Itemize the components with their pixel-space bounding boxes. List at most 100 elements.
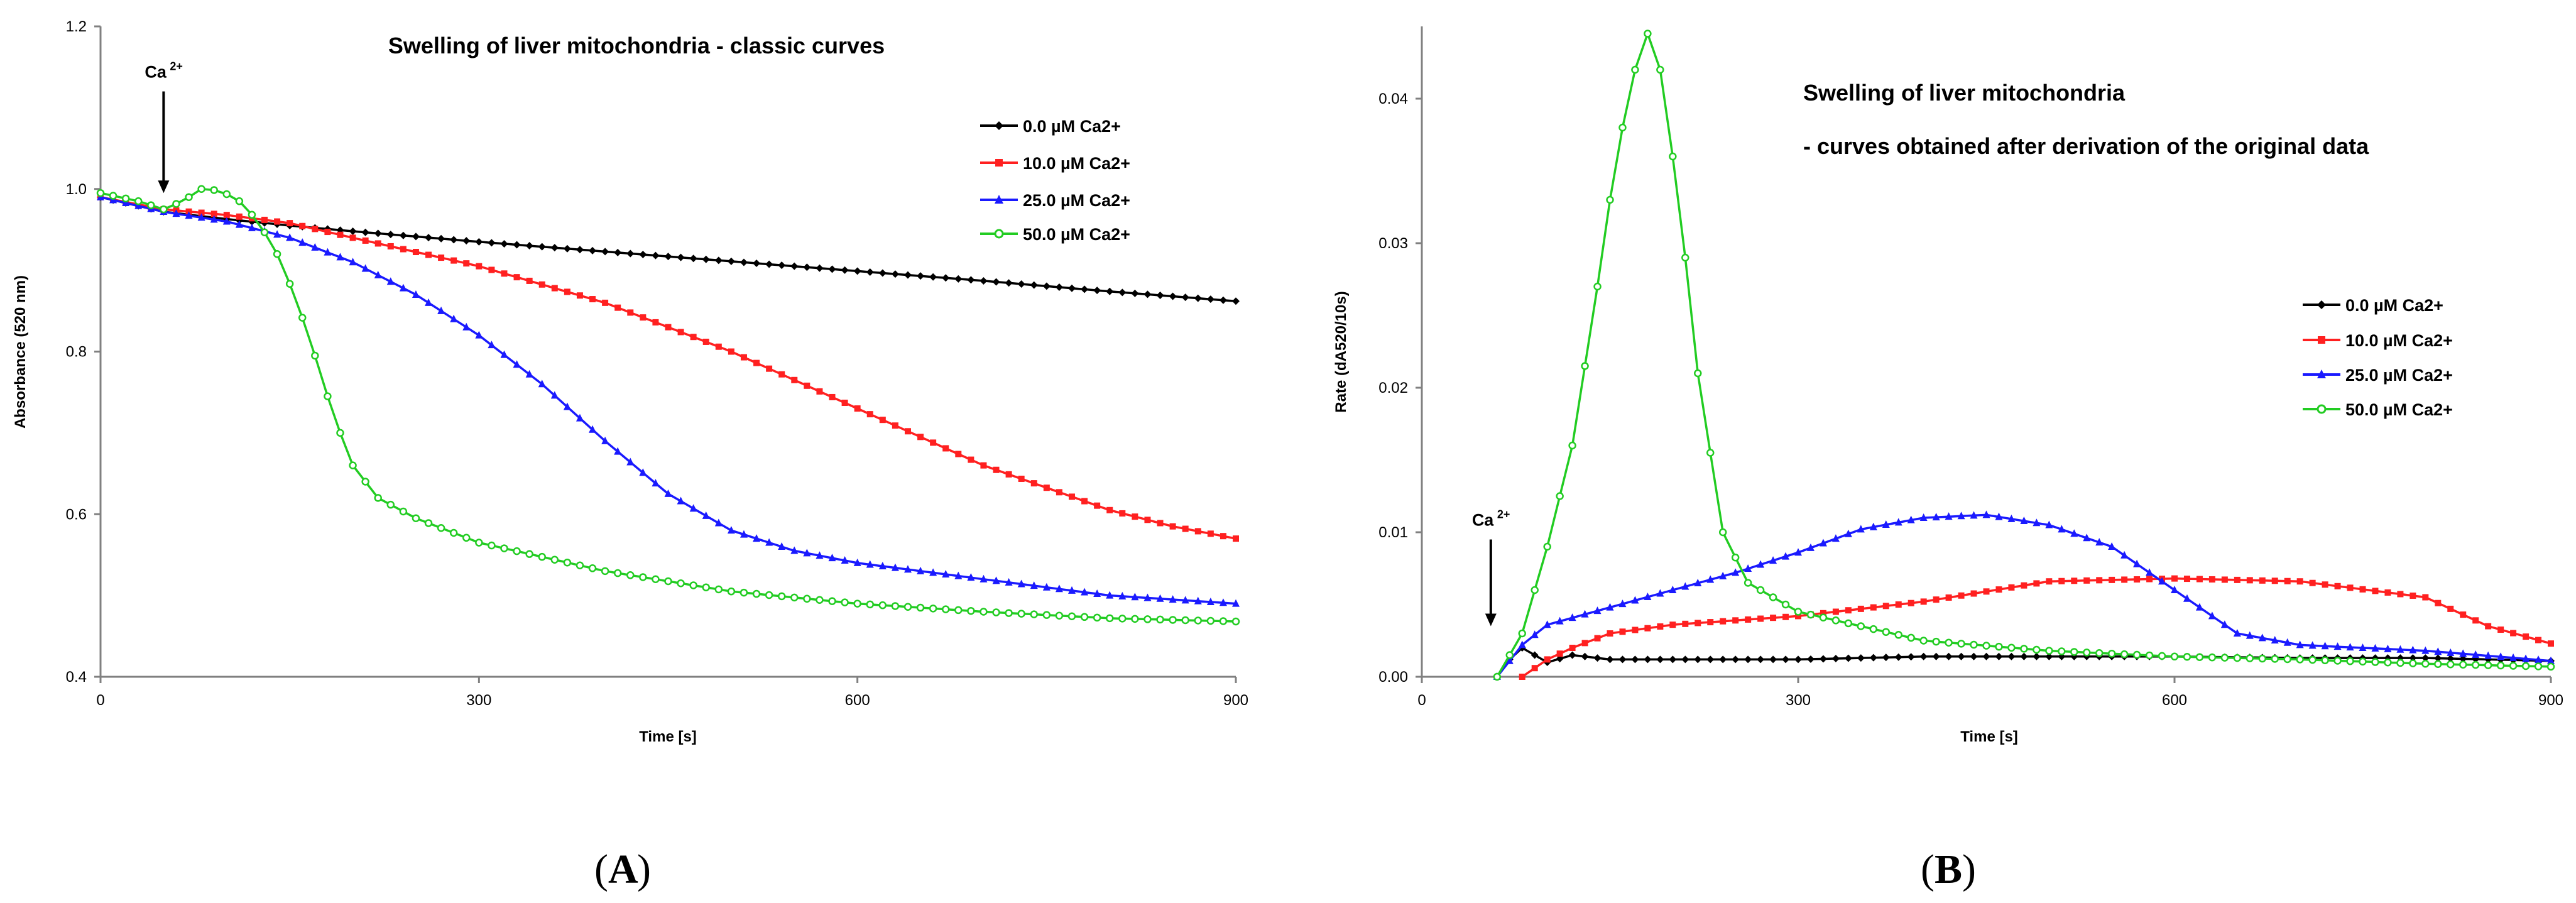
- chart-b-series-3-point: [2195, 653, 2204, 661]
- chart-a-series-3-point: [866, 600, 874, 609]
- chart-b-series-1-point: [2096, 577, 2103, 584]
- chart-a-series-1-point: [1182, 525, 1189, 532]
- chart-b-y-tick-label: 0.01: [1378, 524, 1408, 541]
- chart-a-series-0-point: [954, 275, 963, 283]
- chart-b-series-1-point: [2196, 576, 2203, 583]
- chart-a-series-2-point: [1206, 597, 1214, 605]
- chart-b-series-1-point: [1531, 665, 1538, 672]
- chart-a-series-3-point: [273, 250, 281, 258]
- chart-a-series-3-point: [601, 567, 609, 576]
- chart-a-series-1-point: [614, 304, 621, 311]
- chart-a-series-1-point: [968, 456, 974, 463]
- chart-b-series-3-point: [2521, 662, 2530, 670]
- chart-a-series-2-point: [324, 248, 332, 256]
- chart-a-series-0-point: [1067, 284, 1076, 292]
- chart-a-series-1-point: [438, 254, 445, 261]
- chart-b-series-2-point: [1957, 512, 1965, 520]
- chart-b-series-2-point: [1757, 560, 1765, 568]
- chart-a-series-2-point: [374, 270, 382, 278]
- chart-a-series-2-point: [1194, 596, 1202, 605]
- chart-b-series-3-point: [2371, 658, 2379, 666]
- chart-b-series-2-point: [1970, 511, 1978, 519]
- chart-b-series-2-point: [1894, 518, 1902, 526]
- chart-b-legend: 0.0 µM Ca2+ 10.0 µM Ca2+ 25.0 µM Ca2+ 50…: [2303, 296, 2453, 419]
- chart-b-series-1-point: [2384, 589, 2391, 596]
- chart-a-series-0-point: [1055, 283, 1063, 292]
- chart-a-series-0-point: [639, 251, 647, 259]
- chart-b-series-3-point: [1869, 625, 1878, 633]
- chart-b-series-2-point: [2220, 620, 2229, 628]
- chart-b-series-1-point: [2221, 576, 2228, 583]
- chart-a-series-2-point: [639, 468, 647, 476]
- chart-a-legend-item-1: 10.0 µM Ca2+: [980, 154, 1130, 173]
- chart-a-series-3-point: [349, 461, 357, 469]
- chart-a-series-3-point: [109, 192, 117, 200]
- chart-b-x-tick-label: 0: [1417, 692, 1426, 709]
- chart-b-series-0-point: [2020, 652, 2028, 660]
- chart-a-series-0-point: [475, 238, 483, 246]
- chart-a-series-3-point: [727, 587, 736, 596]
- chart-b-series-2-point: [1593, 606, 1602, 615]
- chart-a-series-0-point: [841, 266, 849, 274]
- chart-a-x-tick-label: 300: [466, 692, 491, 709]
- chart-a-series-2-point: [576, 413, 584, 422]
- chart-b-series-2-point: [2359, 643, 2367, 651]
- chart-a-x-tick-label: 0: [96, 692, 104, 709]
- chart-b-series-2-point: [2522, 654, 2530, 662]
- chart-b-series-3-point: [2082, 649, 2091, 657]
- chart-b-series-1-point: [2033, 580, 2040, 587]
- chart-b-series-1-point: [2021, 582, 2028, 589]
- chart-a-series-2-point: [248, 223, 256, 231]
- chart-a-series-2-point: [714, 518, 723, 527]
- chart-b-series-3-point: [2095, 649, 2104, 657]
- chart-b-series-2-point: [1669, 586, 1677, 593]
- chart-b-series-1-point: [2271, 577, 2278, 584]
- chart-a-series-1-point: [274, 218, 281, 225]
- chart-a-series-0-point: [1219, 296, 1227, 304]
- chart-a-series-3-point: [1093, 613, 1101, 622]
- chart-a-series-2-point: [866, 560, 874, 568]
- chart-b-series-3-point: [1606, 195, 1614, 204]
- chart-a-series-2-point: [412, 290, 420, 298]
- chart-b-series-1-point: [1569, 645, 1576, 651]
- chart-b-series-3-point: [2534, 662, 2543, 670]
- chart-a-series-1-point: [1220, 533, 1226, 540]
- chart-a-series-0-point: [425, 234, 433, 242]
- chart-a-series-3-point: [576, 561, 584, 570]
- chart-a-series-1-point: [287, 220, 293, 227]
- chart-b-series-1-point: [1770, 615, 1777, 621]
- chart-a-series-3-point: [235, 197, 244, 205]
- chart-a-series-2-point: [538, 380, 546, 388]
- chart-a-series-0-point: [917, 272, 925, 280]
- chart-a-ticks: 0 300 600 900 0.4 0.6 0.8 1.0 1.2: [66, 18, 1248, 709]
- chart-a-series-3-point: [878, 601, 887, 610]
- chart-a-series-0-point: [853, 267, 861, 275]
- chart-b-legend-marker-0: [2317, 300, 2326, 309]
- chart-a-series-3-point: [1231, 617, 1240, 626]
- chart-b-series-3-point: [1518, 629, 1526, 638]
- chart-b-series-1-point: [2472, 617, 2479, 624]
- chart-b-series-3-point: [2333, 657, 2342, 665]
- chart-a-series-2-point: [664, 489, 672, 497]
- chart-b-series-2-point: [2070, 529, 2078, 537]
- chart-a-series-3-point: [1156, 615, 1164, 624]
- chart-a-series-2-point: [235, 220, 243, 228]
- chart-a-series-3-point: [1143, 615, 1152, 623]
- chart-a-series-0-point: [677, 253, 685, 261]
- chart-b-legend-marker-1: [2318, 336, 2325, 344]
- chart-b-series-0-point: [1819, 655, 1827, 663]
- chart-b-series-2-point: [1769, 556, 1777, 564]
- chart-a-series-2-point: [1118, 591, 1127, 599]
- chart-a-series-1-point: [488, 266, 495, 273]
- chart-b-series-3-point: [1806, 610, 1815, 619]
- chart-a-series-2-point: [626, 457, 635, 466]
- chart-a-legend-label-1: 10.0 µM Ca2+: [1023, 154, 1130, 173]
- chart-b-series-2-point: [1606, 603, 1614, 611]
- chart-a-series-2-point: [1067, 586, 1076, 594]
- chart-b-series-1-point: [2208, 576, 2215, 583]
- chart-b-series-3-point: [1894, 631, 1902, 639]
- chart-b-series-2-point: [1945, 512, 1953, 520]
- chart-a-series-1-point: [917, 434, 924, 441]
- chart-b-series-2-point: [1581, 610, 1589, 618]
- chart-b-series-1-point: [1895, 601, 1902, 608]
